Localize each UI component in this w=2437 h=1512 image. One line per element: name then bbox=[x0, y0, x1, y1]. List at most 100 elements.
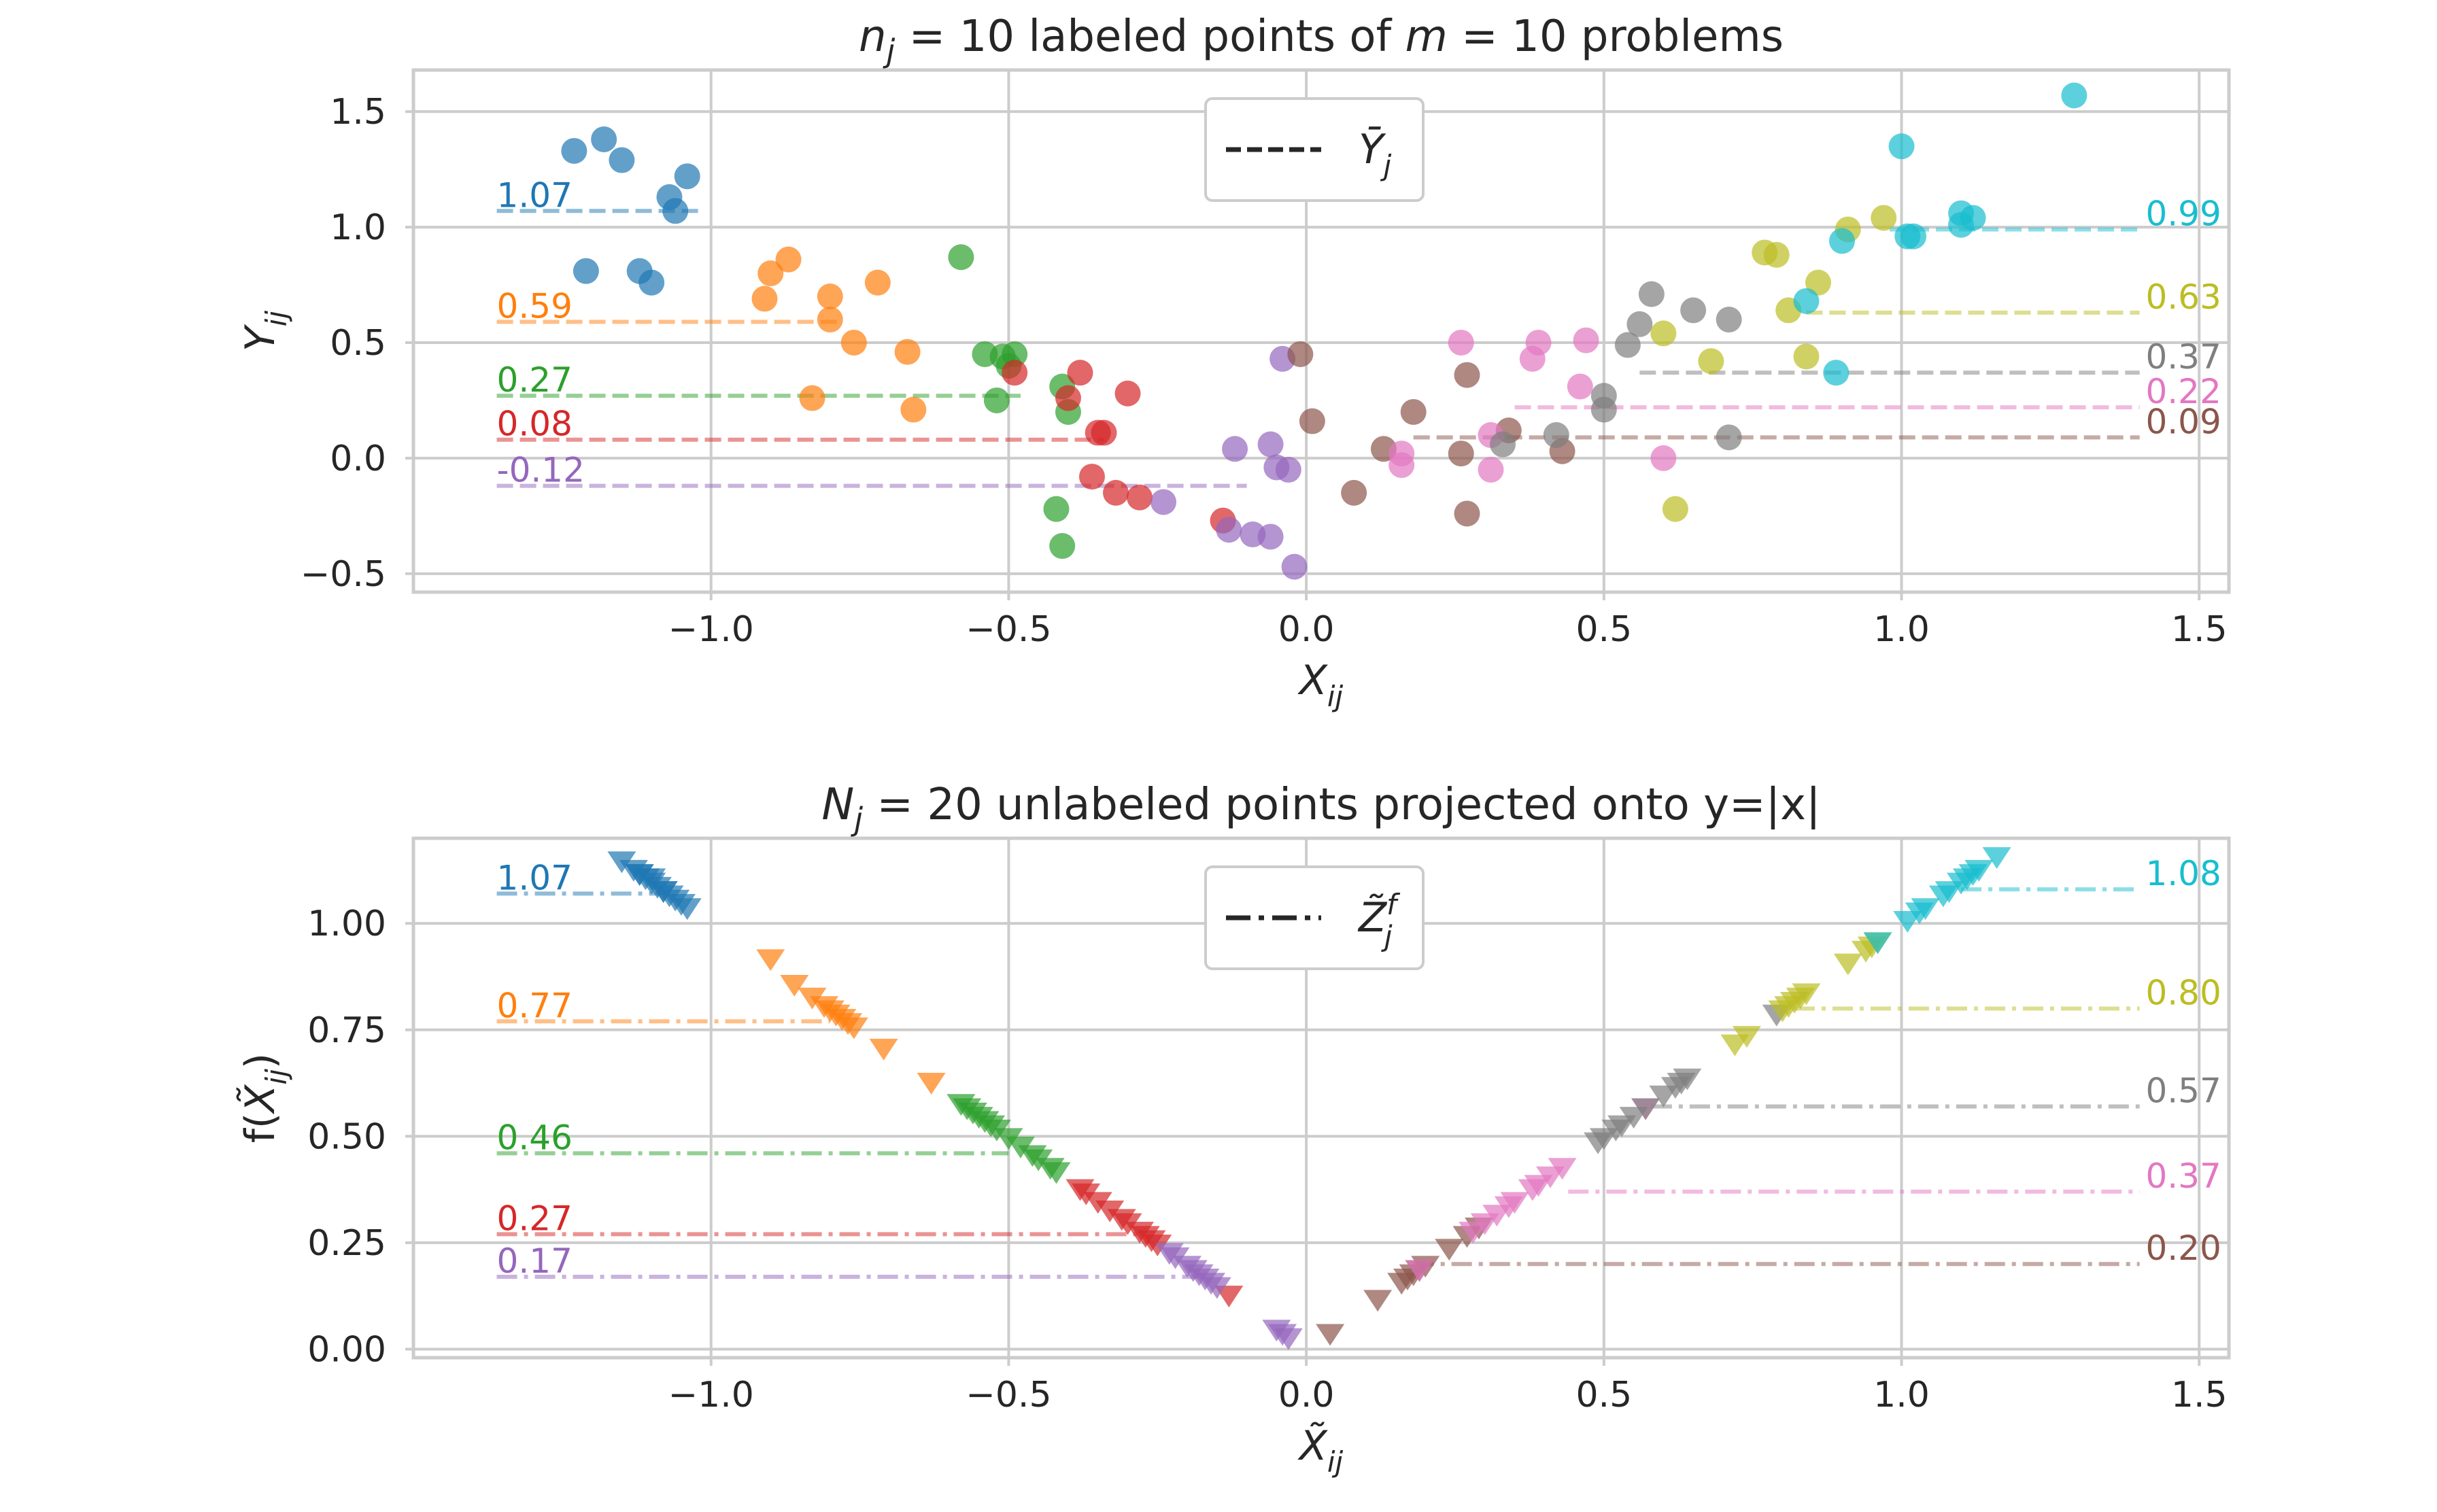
data-point bbox=[1341, 479, 1367, 506]
data-point bbox=[1222, 436, 1248, 462]
data-point bbox=[1002, 341, 1028, 367]
y-tick-label: 1.0 bbox=[330, 207, 386, 248]
data-point bbox=[1055, 385, 1081, 411]
data-point bbox=[1067, 360, 1093, 386]
label-subscript: ij bbox=[260, 1069, 293, 1085]
data-point bbox=[672, 898, 702, 921]
title-part: N bbox=[821, 780, 854, 830]
data-point bbox=[1543, 422, 1569, 448]
title-part: = 20 unlabeled points projected onto y=|… bbox=[863, 780, 1821, 830]
data-point bbox=[1716, 424, 1742, 451]
data-point bbox=[1823, 360, 1850, 386]
data-point bbox=[649, 881, 678, 904]
series-10-points bbox=[1793, 82, 2087, 386]
series-2-points bbox=[756, 949, 946, 1095]
data-point bbox=[1400, 398, 1427, 425]
label-subscript: ij bbox=[260, 311, 293, 327]
series-3-mean-label: 0.27 bbox=[497, 360, 573, 400]
series-2-mean-label: 0.77 bbox=[497, 986, 573, 1025]
plot-frame bbox=[411, 68, 2231, 594]
data-point bbox=[1257, 523, 1284, 550]
series-5-points bbox=[1155, 1243, 1303, 1350]
x-tick-label: 0.5 bbox=[1575, 1375, 1632, 1415]
label-base: X̃ bbox=[1297, 1422, 1329, 1470]
data-point bbox=[1448, 441, 1474, 467]
legend-label: Ȳj bbox=[1359, 126, 1392, 182]
data-point bbox=[1216, 517, 1242, 543]
label-subscript: ij bbox=[1327, 1445, 1344, 1479]
data-point bbox=[1454, 362, 1480, 388]
data-point bbox=[1650, 445, 1677, 471]
data-point bbox=[840, 329, 867, 356]
data-point bbox=[751, 286, 778, 312]
chart-title: Nj = 20 unlabeled points projected onto … bbox=[821, 780, 1820, 838]
series-1-points bbox=[607, 851, 702, 921]
y-tick-label: 0.75 bbox=[307, 1010, 386, 1051]
series-2-mean-label: 0.59 bbox=[497, 286, 573, 326]
series-5-mean-label: -0.12 bbox=[497, 451, 585, 490]
data-point bbox=[625, 864, 654, 887]
data-point bbox=[573, 258, 599, 284]
data-point bbox=[1662, 496, 1688, 522]
data-point bbox=[1964, 859, 1994, 882]
label-suffix: ) bbox=[237, 1053, 284, 1069]
data-point bbox=[1448, 329, 1474, 356]
data-point bbox=[983, 387, 1010, 413]
series-4-mean-label: 0.27 bbox=[497, 1199, 573, 1238]
data-point bbox=[1257, 431, 1284, 458]
data-point bbox=[591, 126, 617, 152]
data-point bbox=[1299, 408, 1325, 434]
data-point bbox=[894, 339, 921, 365]
y-tick-label: 0.25 bbox=[307, 1223, 386, 1264]
data-point bbox=[1911, 898, 1940, 921]
series-8-points bbox=[1490, 281, 1742, 458]
chart-title: nj = 10 labeled points of m = 10 problem… bbox=[859, 12, 1784, 69]
label-subscript: j bbox=[1381, 920, 1393, 953]
data-point bbox=[1732, 1026, 1761, 1048]
series-4-points bbox=[1066, 1179, 1244, 1308]
data-point bbox=[1042, 1162, 1071, 1184]
legend-label: Z̃f j bbox=[1357, 888, 1401, 953]
y-tick-label: 1.5 bbox=[330, 92, 386, 133]
data-point bbox=[1490, 431, 1516, 458]
data-point bbox=[1650, 320, 1677, 347]
data-point bbox=[1901, 223, 1927, 250]
data-point bbox=[1763, 241, 1790, 268]
series-7-mean-label: 0.37 bbox=[2145, 1156, 2221, 1196]
label-base: Y bbox=[237, 324, 284, 351]
data-point bbox=[674, 163, 700, 190]
data-point bbox=[1888, 133, 1915, 160]
y-tick-label: 0.0 bbox=[330, 439, 386, 479]
y-tick-label: 1.00 bbox=[307, 904, 386, 944]
title-part: n bbox=[859, 12, 887, 62]
series-9-mean-label: 0.63 bbox=[2145, 277, 2221, 317]
series-7-points bbox=[1388, 327, 1677, 483]
data-point bbox=[1590, 396, 1617, 423]
series-2-points bbox=[751, 246, 927, 423]
data-point bbox=[1363, 1290, 1393, 1312]
data-point bbox=[1454, 500, 1480, 527]
chart-panel-1: −1.0 −0.5 0.0 0.5 1.0 1.5 −0.5 0.0 0.5 1.0 1.5 1.07… bbox=[237, 12, 2231, 713]
x-tick-label: 1.5 bbox=[2171, 1375, 2228, 1415]
data-point bbox=[1833, 953, 1862, 976]
data-point bbox=[1567, 373, 1593, 400]
data-point bbox=[775, 246, 802, 273]
x-axis-label: Xij bbox=[1297, 657, 1344, 713]
data-point bbox=[1982, 847, 2011, 869]
data-point bbox=[1043, 496, 1070, 522]
data-point bbox=[1091, 419, 1117, 446]
x-tick-label: −0.5 bbox=[966, 1375, 1051, 1415]
series-10-mean-label: 1.08 bbox=[2145, 854, 2221, 893]
data-point bbox=[1960, 205, 1986, 231]
data-point bbox=[1793, 343, 1820, 370]
data-point bbox=[780, 974, 809, 997]
series-5-mean-label: 0.17 bbox=[497, 1241, 573, 1281]
data-point bbox=[1680, 297, 1707, 324]
data-point bbox=[1102, 479, 1129, 506]
series-3-points bbox=[947, 1094, 1071, 1184]
data-point bbox=[1716, 307, 1742, 333]
data-point bbox=[1792, 983, 1821, 1006]
series-1-mean-label: 1.07 bbox=[497, 175, 573, 215]
data-point bbox=[1405, 1260, 1434, 1282]
